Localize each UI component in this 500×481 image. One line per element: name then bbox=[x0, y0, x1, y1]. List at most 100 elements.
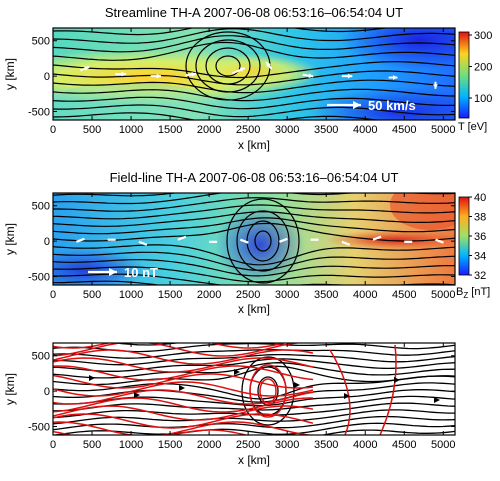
panel2-colorbar: 40 38 36 34 32 BZ [nT] bbox=[456, 192, 490, 300]
x-tick-label: 3500 bbox=[314, 439, 338, 451]
x-tick-label: 4000 bbox=[353, 439, 377, 451]
vortex-field-line bbox=[249, 364, 287, 418]
y-tick-label: 500 bbox=[32, 36, 50, 48]
field-line bbox=[53, 365, 314, 381]
colorbar-tick-label: 36 bbox=[474, 231, 486, 243]
field-line bbox=[53, 41, 455, 61]
velocity-vector-head bbox=[239, 67, 245, 72]
y-tick-label: -500 bbox=[28, 107, 50, 119]
streamline bbox=[48, 323, 458, 332]
direction-arrow bbox=[134, 392, 140, 398]
field-line bbox=[53, 79, 455, 94]
panel1-y-ticks: 500 0 -500 bbox=[28, 36, 455, 119]
x-tick-label: 500 bbox=[83, 439, 101, 451]
panel3-ylabel: y [km] bbox=[3, 373, 17, 405]
x-tick-label: 0 bbox=[50, 124, 56, 136]
velocity-vector-head bbox=[266, 62, 271, 67]
velocity-vector-head bbox=[191, 72, 197, 77]
direction-arrow bbox=[89, 375, 95, 381]
panel1-x-ticks: 0 500 1000 1500 2000 2500 3000 3500 4000 4500 5000 bbox=[50, 28, 456, 136]
field-line bbox=[53, 381, 314, 397]
x-tick-label: 3000 bbox=[275, 439, 299, 451]
panel2-ylabel: y [km] bbox=[3, 223, 17, 255]
velocity-vector-head bbox=[308, 73, 314, 79]
field-line bbox=[53, 280, 163, 285]
panel1-colorbar-label: T [eV] bbox=[458, 121, 487, 133]
field-line bbox=[53, 343, 304, 357]
colorbar-tick-label: 32 bbox=[474, 270, 486, 282]
velocity-vector-head bbox=[393, 75, 398, 80]
x-tick-label: 4500 bbox=[392, 124, 416, 136]
x-tick-label: 2000 bbox=[197, 289, 221, 301]
panel1-colorbar: 300 200 100 T [eV] bbox=[458, 30, 492, 133]
field-line bbox=[53, 429, 249, 435]
streamline bbox=[48, 330, 458, 338]
panel1-xlabel: x [km] bbox=[238, 138, 270, 152]
panel2-xlabel: x [km] bbox=[238, 302, 270, 316]
x-tick-label: 2500 bbox=[236, 289, 260, 301]
vortex-streamline bbox=[241, 356, 295, 426]
x-tick-label: 4000 bbox=[353, 289, 377, 301]
field-line bbox=[53, 389, 314, 405]
panel1-frame bbox=[52, 27, 456, 121]
x-tick-label: 1000 bbox=[119, 124, 143, 136]
streamline bbox=[53, 422, 455, 435]
direction-arrow bbox=[234, 369, 240, 375]
x-tick-label: 1000 bbox=[119, 439, 143, 451]
y-tick-label: 500 bbox=[32, 351, 50, 363]
velocity-vector-head bbox=[347, 73, 353, 79]
x-tick-label: 4000 bbox=[353, 124, 377, 136]
direction-arrow bbox=[344, 393, 350, 399]
direction-arrow bbox=[434, 397, 440, 403]
field-line bbox=[53, 193, 455, 205]
x-tick-label: 2500 bbox=[236, 439, 260, 451]
panel2-field-lines bbox=[53, 193, 455, 285]
vortex-field-line bbox=[259, 378, 277, 404]
field-line bbox=[53, 397, 313, 413]
streamline bbox=[207, 429, 455, 435]
field-line bbox=[53, 28, 392, 36]
direction-arrow bbox=[294, 382, 300, 388]
vortex-contour bbox=[246, 220, 280, 262]
x-tick-label: 5000 bbox=[431, 124, 455, 136]
colorbar-tick-label: 38 bbox=[474, 212, 486, 224]
panel3-plot-area bbox=[48, 323, 458, 435]
field-line bbox=[53, 104, 455, 118]
direction-arrow bbox=[179, 385, 185, 391]
colorbar-tick-label: 40 bbox=[474, 192, 486, 204]
x-tick-label: 0 bbox=[50, 289, 56, 301]
panel3-frame bbox=[52, 342, 456, 436]
field-vector bbox=[239, 238, 249, 244]
field-vector bbox=[341, 240, 351, 246]
panel1-title: Streamline TH-A 2007-06-08 06:53:16–06:5… bbox=[105, 5, 403, 20]
x-tick-label: 2000 bbox=[197, 124, 221, 136]
y-tick-label: -500 bbox=[28, 272, 50, 284]
y-tick-label: 0 bbox=[44, 386, 50, 398]
velocity-vector-head bbox=[84, 66, 90, 71]
panel2-y-ticks: 500 0 -500 bbox=[28, 201, 455, 284]
vortex-contour bbox=[254, 230, 272, 252]
field-line bbox=[53, 349, 314, 365]
field-line bbox=[53, 421, 314, 435]
panel3-xlabel: x [km] bbox=[238, 453, 270, 467]
field-line bbox=[53, 204, 455, 220]
panel3-y-ticks: 500 0 -500 bbox=[28, 351, 455, 434]
field-vector bbox=[76, 237, 85, 243]
y-tick-label: -500 bbox=[28, 422, 50, 434]
field-line bbox=[53, 88, 455, 102]
x-tick-label: 1000 bbox=[119, 289, 143, 301]
streamline bbox=[53, 349, 455, 359]
x-tick-label: 2500 bbox=[236, 124, 260, 136]
field-line bbox=[53, 197, 455, 212]
field-vector bbox=[435, 238, 444, 244]
panel1-reference-label: 50 km/s bbox=[368, 98, 416, 113]
x-tick-label: 3500 bbox=[314, 289, 338, 301]
streamline bbox=[53, 358, 455, 372]
field-vector bbox=[372, 235, 382, 241]
panel-field-line: Field-line TH-A 2007-06-08 06:53:16–06:5… bbox=[3, 170, 490, 316]
field-line bbox=[53, 217, 455, 235]
direction-arrow bbox=[394, 377, 400, 383]
streamline bbox=[53, 382, 455, 403]
panel2-reference-vector: 10 nT bbox=[88, 265, 158, 280]
